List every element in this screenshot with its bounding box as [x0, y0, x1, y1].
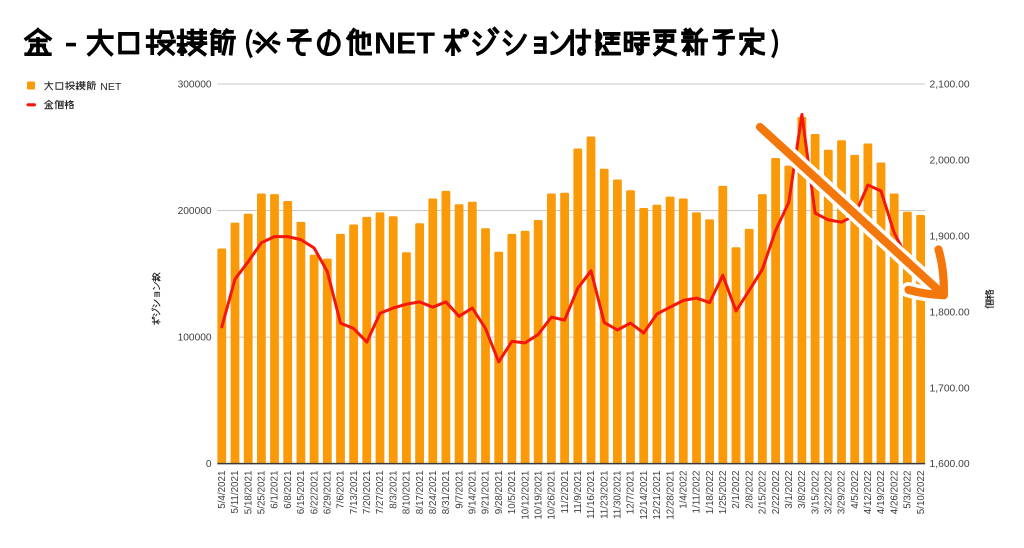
svg-text:12/14/2021: 12/14/2021 — [639, 471, 650, 520]
svg-text:1,700.00: 1,700.00 — [930, 383, 970, 394]
svg-text:1/4/2022: 1/4/2022 — [679, 471, 690, 509]
svg-text:4/19/2022: 4/19/2022 — [876, 471, 887, 515]
svg-text:300000: 300000 — [178, 80, 212, 91]
svg-text:8/17/2021: 8/17/2021 — [415, 471, 426, 515]
svg-text:6/8/2021: 6/8/2021 — [283, 471, 294, 509]
svg-text:10/19/2021: 10/19/2021 — [533, 471, 544, 520]
svg-text:3/22/2022: 3/22/2022 — [824, 471, 835, 515]
svg-text:8/31/2021: 8/31/2021 — [441, 471, 452, 515]
svg-text:3/15/2022: 3/15/2022 — [810, 471, 821, 515]
svg-text:1/11/2022: 1/11/2022 — [692, 471, 703, 514]
svg-text:9/14/2021: 9/14/2021 — [468, 471, 479, 515]
svg-text:2/1/2022: 2/1/2022 — [731, 471, 742, 509]
svg-text:1,800.00: 1,800.00 — [930, 307, 970, 318]
svg-text:2,000.00: 2,000.00 — [930, 156, 970, 167]
svg-text:3/8/2022: 3/8/2022 — [797, 471, 808, 509]
svg-text:5/10/2022: 5/10/2022 — [916, 471, 927, 515]
svg-text:8/3/2021: 8/3/2021 — [388, 471, 399, 509]
svg-text:2,100.00: 2,100.00 — [930, 80, 970, 91]
svg-text:11/16/2021: 11/16/2021 — [586, 471, 597, 519]
svg-text:3/29/2022: 3/29/2022 — [837, 471, 848, 515]
svg-text:5/4/2021: 5/4/2021 — [217, 471, 228, 509]
svg-text:NET: NET — [100, 81, 122, 93]
svg-text:10/26/2021: 10/26/2021 — [547, 471, 558, 520]
svg-text:2/22/2022: 2/22/2022 — [771, 471, 782, 515]
svg-text:9/7/2021: 9/7/2021 — [454, 471, 465, 509]
svg-text:4/5/2022: 4/5/2022 — [850, 471, 861, 509]
svg-text:6/29/2021: 6/29/2021 — [323, 471, 334, 515]
svg-text:6/22/2021: 6/22/2021 — [309, 471, 320, 515]
svg-text:12/21/2021: 12/21/2021 — [652, 471, 663, 520]
svg-text:6/15/2021: 6/15/2021 — [296, 471, 307, 515]
svg-text:1/25/2022: 1/25/2022 — [718, 471, 729, 515]
svg-text:7/13/2021: 7/13/2021 — [349, 471, 360, 515]
svg-text:7/20/2021: 7/20/2021 — [362, 471, 373, 515]
svg-text:11/9/2021: 11/9/2021 — [573, 471, 584, 514]
svg-text:10/12/2021: 10/12/2021 — [520, 471, 531, 520]
svg-text:4/26/2022: 4/26/2022 — [889, 471, 900, 515]
svg-text:7/27/2021: 7/27/2021 — [375, 471, 386, 515]
svg-text:2/15/2022: 2/15/2022 — [758, 471, 769, 515]
svg-text:1/18/2022: 1/18/2022 — [705, 471, 716, 515]
svg-text:12/28/2021: 12/28/2021 — [665, 471, 676, 520]
svg-text:200000: 200000 — [178, 206, 212, 217]
svg-text:12/7/2021: 12/7/2021 — [626, 471, 637, 515]
svg-text:5/11/2021: 5/11/2021 — [230, 471, 241, 514]
svg-text:6/1/2021: 6/1/2021 — [270, 471, 281, 509]
svg-text:9/21/2021: 9/21/2021 — [481, 471, 492, 515]
svg-text:10/5/2021: 10/5/2021 — [507, 471, 518, 515]
svg-text:0: 0 — [206, 459, 212, 470]
svg-text:9/28/2021: 9/28/2021 — [494, 471, 505, 515]
svg-text:5/25/2021: 5/25/2021 — [257, 471, 268, 515]
svg-text:7/6/2021: 7/6/2021 — [336, 471, 347, 509]
svg-text:1,600.00: 1,600.00 — [930, 459, 970, 470]
svg-text:1,900.00: 1,900.00 — [930, 231, 970, 242]
svg-text:5/18/2021: 5/18/2021 — [243, 471, 254, 515]
svg-text:8/24/2021: 8/24/2021 — [428, 471, 439, 515]
svg-text:100000: 100000 — [178, 333, 212, 344]
svg-text:5/3/2022: 5/3/2022 — [903, 471, 914, 509]
svg-text:NET: NET — [374, 27, 435, 61]
svg-text:11/23/2021: 11/23/2021 — [599, 471, 610, 519]
svg-text:8/10/2021: 8/10/2021 — [402, 471, 413, 515]
svg-text:11/30/2021: 11/30/2021 — [613, 471, 624, 519]
svg-text:4/12/2022: 4/12/2022 — [863, 471, 874, 515]
svg-text:11/2/2021: 11/2/2021 — [560, 471, 571, 514]
svg-text:2/8/2022: 2/8/2022 — [744, 471, 755, 509]
svg-text:3/1/2022: 3/1/2022 — [784, 471, 795, 509]
